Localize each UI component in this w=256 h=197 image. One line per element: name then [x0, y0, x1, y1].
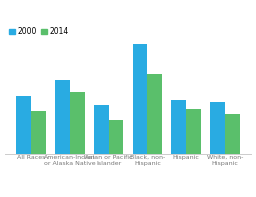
Bar — [225, 114, 240, 154]
Bar — [172, 100, 186, 154]
Bar — [16, 96, 31, 154]
Bar — [186, 109, 201, 154]
Bar — [133, 44, 147, 154]
Bar — [31, 111, 46, 154]
Bar — [109, 120, 123, 154]
Bar — [94, 105, 109, 154]
Bar — [55, 80, 70, 154]
Legend: 2000, 2014: 2000, 2014 — [9, 27, 69, 36]
Bar — [147, 74, 162, 154]
Bar — [210, 102, 225, 154]
Bar — [70, 92, 84, 154]
